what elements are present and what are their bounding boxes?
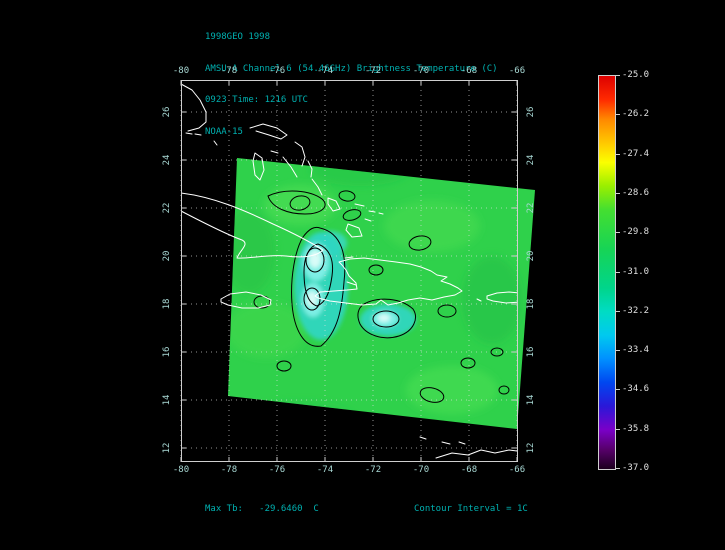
colorbar-tick (615, 232, 620, 234)
axis-tick-marks (180, 80, 518, 462)
colorbar-tick (615, 389, 620, 391)
lat-tick-label-right: 14 (526, 394, 536, 406)
lat-tick-label-right: 16 (526, 346, 536, 358)
lon-tick-label-top: -80 (172, 66, 190, 76)
contour-interval-label: Contour Interval = 1C (414, 504, 528, 514)
lat-tick-label-left: 26 (162, 106, 172, 118)
lon-tick-label-top: -74 (316, 66, 334, 76)
colorbar-label: -26.2 (622, 109, 650, 120)
lat-tick-label-right: 12 (526, 442, 536, 454)
lat-tick-label-left: 16 (162, 346, 172, 358)
coastline-puerto-rico (476, 291, 517, 304)
lon-tick-label-bottom: -76 (268, 465, 286, 475)
colorbar-label: -37.0 (622, 463, 650, 473)
coastline-gonave (344, 256, 357, 286)
title-line-dataset: 1998GEO 1998 (205, 32, 271, 42)
coastline-hispaniola (314, 257, 463, 306)
coastline-abc-islands (419, 436, 466, 445)
max-tb-label: Max Tb: -29.6460 C (205, 504, 319, 514)
lon-tick-label-top: -68 (460, 66, 478, 76)
colorbar-tick (615, 75, 620, 76)
lon-tick-label-top: -72 (364, 66, 382, 76)
colorbar-tick (615, 271, 620, 273)
lon-tick-label-bottom: -80 (172, 465, 190, 475)
colorbar-tick (615, 153, 620, 155)
coastline-venezuela (435, 449, 517, 459)
colorbar-label: -31.0 (622, 266, 650, 277)
plot-frame (181, 80, 518, 462)
colorbar-tick (615, 310, 620, 312)
coastlines (181, 83, 517, 459)
colorbar-label: -34.6 (622, 384, 650, 395)
title-line-satellite: NOAA-15 (205, 126, 243, 137)
colorbar-tick (615, 350, 620, 352)
colorbar-gradient (599, 76, 615, 469)
colorbar-label: -28.6 (622, 187, 650, 198)
lon-tick-label-top: -76 (268, 66, 286, 76)
lat-tick-label-left: 12 (162, 442, 172, 454)
colorbar-label: -32.2 (622, 305, 650, 316)
colorbar-label: -27.4 (622, 148, 650, 159)
lat-tick-label-left: 18 (162, 298, 172, 310)
lon-tick-label-bottom: -74 (316, 465, 334, 475)
lon-tick-label-top: -78 (220, 66, 238, 76)
colorbar-tick (615, 428, 620, 430)
lat-tick-label-left: 20 (162, 250, 172, 262)
lon-tick-label-top: -70 (412, 66, 430, 76)
satellite-swath (228, 158, 535, 429)
coastline-cuba (181, 192, 324, 259)
lon-tick-label-bottom: -78 (220, 465, 238, 475)
lat-tick-label-right: 24 (526, 154, 536, 166)
lat-tick-label-right: 20 (526, 250, 536, 262)
colorbar-label: -33.4 (622, 345, 650, 356)
lon-tick-label-bottom: -66 (508, 465, 526, 475)
coastline-florida-keys (185, 132, 218, 146)
lat-tick-label-right: 18 (526, 298, 536, 310)
coastline-florida (181, 83, 207, 132)
colorbar-label: -35.8 (622, 423, 650, 434)
colorbar (598, 75, 616, 470)
coastline-bahamas (249, 123, 384, 238)
lat-tick-label-left: 14 (162, 394, 172, 406)
coastline-jamaica (220, 291, 272, 309)
title-line-time: 0923 Time: 1216 UTC (205, 95, 308, 105)
lat-tick-label-right: 26 (526, 106, 536, 118)
colorbar-tick (615, 114, 620, 116)
colorbar-tick (615, 468, 620, 469)
lat-tick-label-left: 24 (162, 154, 172, 166)
colorbar-label: -29.8 (622, 227, 650, 238)
title-line-channel: AMSU-A Channel 6 (54.46GHz) Brightness T… (205, 63, 498, 74)
title-block: 1998GEO 1998 AMSU-A Channel 6 (54.46GHz)… (205, 11, 498, 158)
lon-tick-label-top: -66 (508, 66, 526, 76)
lon-tick-label-bottom: -72 (364, 465, 382, 475)
colorbar-tick (615, 192, 620, 194)
lat-tick-label-right: 22 (526, 202, 536, 214)
lon-tick-label-bottom: -70 (412, 465, 430, 475)
colorbar-label: -25.0 (622, 70, 650, 80)
lon-tick-label-bottom: -68 (460, 465, 478, 475)
lat-tick-label-left: 22 (162, 202, 172, 214)
